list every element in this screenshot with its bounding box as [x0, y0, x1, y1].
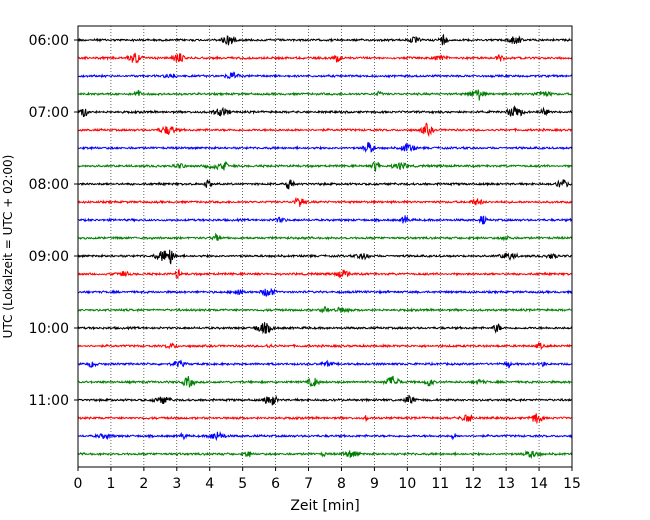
trace-0615 [77, 52, 573, 64]
trace-0915 [77, 268, 573, 280]
x-tick-label: 8 [337, 476, 346, 492]
trace-0745 [77, 161, 573, 172]
x-tick-label: 11 [431, 476, 449, 492]
trace-0800 [77, 178, 573, 190]
trace-1030 [77, 359, 573, 369]
y-axis-label: UTC (Lokalzeit = UTC + 02:00) [1, 155, 15, 339]
trace-1130 [77, 430, 573, 442]
y-tick-label: 11:00 [29, 393, 69, 409]
plot-frame [77, 25, 573, 468]
trace-0930 [77, 287, 573, 297]
trace-0900 [77, 249, 573, 265]
x-axis-label: Zeit [min] [290, 498, 359, 514]
trace-1045 [77, 375, 573, 388]
trace-0730 [77, 142, 573, 154]
x-tick-label: 15 [563, 476, 581, 492]
x-tick-label: 4 [205, 476, 214, 492]
y-tick-label: 07:00 [29, 105, 69, 121]
x-tick-label: 7 [304, 476, 313, 492]
x-tick-label: 1 [106, 476, 115, 492]
x-tick-label: 2 [139, 476, 148, 492]
x-tick-label: 9 [370, 476, 379, 492]
traces [77, 33, 573, 460]
y-tick-label: 08:00 [29, 177, 69, 193]
trace-1115 [77, 413, 573, 424]
trace-0845 [77, 232, 573, 242]
x-tick-label: 6 [271, 476, 280, 492]
trace-1015 [77, 341, 573, 351]
x-tick-label: 12 [464, 476, 482, 492]
trace-0645 [77, 89, 573, 101]
trace-0945 [77, 305, 573, 314]
x-tick-label: 5 [238, 476, 247, 492]
trace-0830 [77, 215, 573, 225]
x-axis: 0 1 2 3 4 5 6 7 8 9 10 11 12 13 14 15 [74, 467, 581, 492]
trace-1145 [77, 449, 573, 460]
x-tick-label: 14 [530, 476, 548, 492]
y-tick-label: 10:00 [29, 321, 69, 337]
trace-0815 [77, 196, 573, 207]
trace-0600 [77, 33, 573, 46]
trace-0700 [77, 105, 573, 118]
trace-1100 [77, 394, 573, 406]
trace-0630 [77, 71, 573, 80]
x-tick-label: 0 [74, 476, 83, 492]
y-tick-label: 06:00 [29, 33, 69, 49]
x-tick-label: 3 [172, 476, 181, 492]
trace-1000 [77, 322, 573, 335]
y-tick-label: 09:00 [29, 249, 69, 265]
x-tick-label: 13 [497, 476, 515, 492]
trace-0715 [77, 122, 573, 138]
y-axis: 06:00 07:00 08:00 09:00 10:00 11:00 [29, 33, 78, 409]
x-tick-label: 10 [398, 476, 416, 492]
